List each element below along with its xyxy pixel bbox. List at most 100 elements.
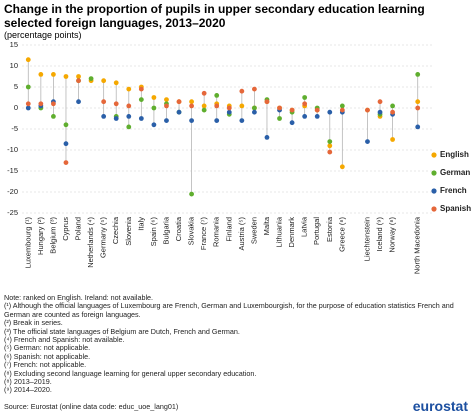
dot [302,101,308,107]
note: (⁹) 2014–2020. [4,385,52,395]
legend-marker [431,170,437,176]
y-tick-label: -25 [7,208,18,217]
note: (¹) Although the official languages of L… [4,301,454,319]
dot [339,107,345,113]
dot [377,109,383,115]
x-tick-label: Bulgaria [161,216,170,244]
dot [38,101,44,107]
x-tick-label: Luxembourg (¹) [23,217,32,269]
y-tick-label: -15 [7,166,18,175]
dot [151,122,157,128]
dot [76,78,81,84]
x-tick-label: Lithuania [275,216,284,247]
dot [201,107,207,113]
dot [214,118,220,123]
dot [76,74,81,79]
dot [377,99,383,105]
dot [415,72,421,77]
dot [277,105,282,111]
dot [126,114,132,119]
x-tick-label: Croatia [174,216,183,241]
dot [390,137,395,142]
y-tick-label: -5 [11,124,18,133]
note: (⁶) Spanish: not applicable. [4,351,91,361]
dot [314,114,320,119]
dot [101,114,107,119]
dot [239,103,245,109]
legend-marker [431,152,437,158]
dot [264,135,270,140]
dot [51,72,56,77]
x-tick-label: Austria (⁵) [237,216,246,250]
dot [63,122,69,128]
note: (⁸) 2013–2019. [4,377,52,387]
dot [239,88,245,94]
dot [415,99,421,105]
note: (²) Break in series. [4,318,63,328]
y-tick-label: 15 [10,40,18,49]
dot [327,143,333,149]
dot [25,57,31,63]
dot [252,105,257,111]
chart: -25 -20 -15 -10 -5 0 5 10 15 Luxembourg (¹) Hungar… [7,40,471,274]
dot [302,95,308,100]
dot [176,109,182,115]
dot [365,107,370,113]
legend-label: English [440,150,469,159]
x-tick-label: Norway (⁸) [388,217,397,253]
x-tick-label: Portugal [312,217,321,245]
dot [113,116,119,121]
x-tick-label: Cyprus [61,217,70,241]
dot [339,164,345,170]
dot [189,118,194,123]
x-tick-label: Germany (⁵) [99,216,108,258]
notes: Note: ranked on English. Ireland: not av… [4,293,456,395]
y-tick-label: -20 [7,187,18,196]
y-tick-label: 0 [14,103,18,112]
x-tick-label: Finland [224,217,233,242]
dot [252,86,257,92]
x-tick-label: Slovenia [124,216,133,246]
legend-marker [431,206,437,212]
note: Note: ranked on English. Ireland: not av… [4,293,154,302]
x-tick-label: North Macedonia [413,216,422,274]
dot [339,103,345,109]
dot [25,101,31,107]
dot [365,139,370,145]
dot [189,191,194,197]
x-tick-label: Liechtenstein [362,217,371,261]
dot [151,105,157,111]
dot [226,105,232,111]
dot [126,124,132,130]
note: (⁸) Excluding second language learning f… [4,368,257,378]
dot [25,84,31,90]
dot [126,86,132,92]
dot [189,103,194,109]
x-tick-label: Hungary (²) [36,217,45,255]
dot [201,103,207,109]
x-tick-label: Belgium (³) [48,217,57,254]
x-tick-label: Latvia [300,216,309,237]
dot [214,93,220,98]
logo: eurostat [412,398,468,414]
chart-subtitle: (percentage points) [4,30,82,40]
dot [226,109,232,115]
dot [51,114,56,119]
dot [25,105,31,111]
dot [63,160,69,166]
x-tick-label: Slovakia [187,216,196,245]
dot [201,90,207,96]
dot [390,103,395,109]
note: (³) The official state languages of Belg… [4,326,240,336]
dot [164,118,169,123]
x-tick-label: Denmark [287,217,296,248]
dot [289,120,295,126]
dot [327,149,333,155]
dot [189,99,194,105]
y-tick-label: 10 [10,61,18,70]
dot [38,72,44,77]
note: (⁷) French: not applicable. [4,360,87,370]
dot [302,114,308,119]
x-tick-label: Romania [212,216,221,247]
chart-title: Change in the proportion of pupils in up… [4,2,425,30]
